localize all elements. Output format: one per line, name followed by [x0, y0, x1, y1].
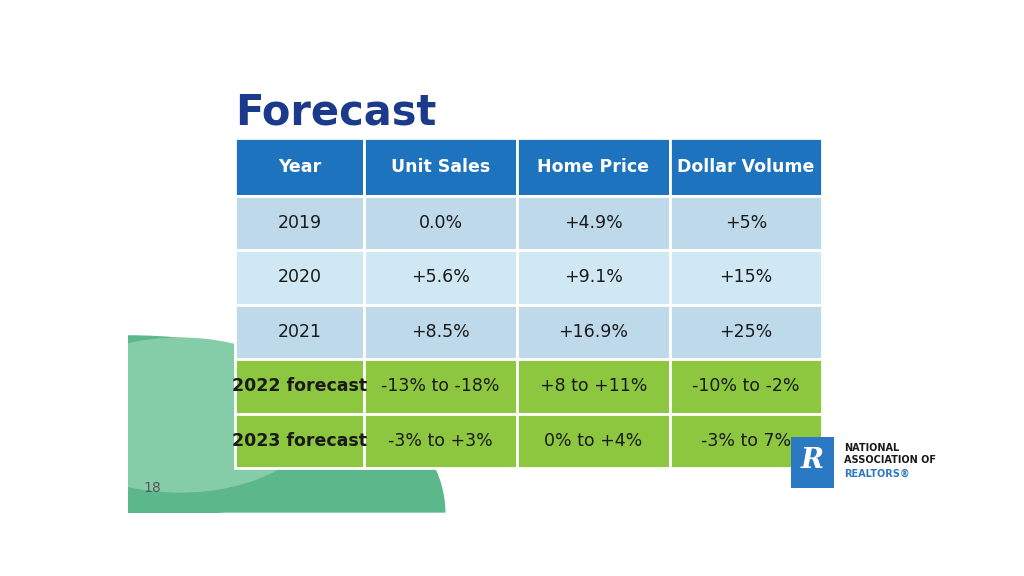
Wedge shape: [113, 366, 395, 535]
Text: ASSOCIATION OF: ASSOCIATION OF: [844, 455, 936, 465]
FancyBboxPatch shape: [670, 305, 822, 359]
Text: 2022 forecast: 2022 forecast: [232, 377, 368, 396]
Text: -13% to -18%: -13% to -18%: [381, 377, 500, 396]
FancyBboxPatch shape: [517, 195, 670, 250]
Text: +8.5%: +8.5%: [412, 323, 470, 341]
Text: 0% to +4%: 0% to +4%: [544, 432, 642, 450]
Text: 0.0%: 0.0%: [419, 214, 463, 232]
FancyBboxPatch shape: [365, 250, 517, 305]
FancyBboxPatch shape: [517, 359, 670, 414]
Text: Unit Sales: Unit Sales: [391, 158, 490, 176]
Text: -10% to -2%: -10% to -2%: [692, 377, 800, 396]
Text: 2019: 2019: [278, 214, 322, 232]
FancyBboxPatch shape: [236, 359, 365, 414]
Text: Forecast: Forecast: [236, 92, 436, 133]
FancyBboxPatch shape: [791, 437, 835, 488]
FancyBboxPatch shape: [517, 305, 670, 359]
FancyBboxPatch shape: [670, 138, 822, 195]
Text: +4.9%: +4.9%: [564, 214, 623, 232]
Text: 2021: 2021: [278, 323, 322, 341]
Text: Dollar Volume: Dollar Volume: [677, 158, 815, 176]
Text: -3% to 7%: -3% to 7%: [701, 432, 792, 450]
Text: -3% to +3%: -3% to +3%: [388, 432, 493, 450]
FancyBboxPatch shape: [236, 305, 365, 359]
Text: REALTORS®: REALTORS®: [844, 469, 909, 479]
FancyBboxPatch shape: [670, 195, 822, 250]
FancyBboxPatch shape: [517, 414, 670, 468]
FancyBboxPatch shape: [670, 414, 822, 468]
Text: +8 to +11%: +8 to +11%: [540, 377, 647, 396]
Text: NATIONAL: NATIONAL: [844, 444, 899, 453]
FancyBboxPatch shape: [236, 250, 365, 305]
Text: Year: Year: [279, 158, 322, 176]
FancyBboxPatch shape: [236, 195, 365, 250]
Circle shape: [41, 338, 318, 492]
FancyBboxPatch shape: [365, 359, 517, 414]
FancyBboxPatch shape: [670, 250, 822, 305]
FancyBboxPatch shape: [365, 414, 517, 468]
Wedge shape: [0, 335, 445, 513]
Text: +5%: +5%: [725, 214, 767, 232]
FancyBboxPatch shape: [517, 250, 670, 305]
Text: 2020: 2020: [278, 268, 322, 286]
FancyBboxPatch shape: [365, 305, 517, 359]
Text: 18: 18: [143, 481, 162, 495]
FancyBboxPatch shape: [365, 195, 517, 250]
Text: +25%: +25%: [720, 323, 773, 341]
FancyBboxPatch shape: [365, 138, 517, 195]
Text: +9.1%: +9.1%: [564, 268, 623, 286]
FancyBboxPatch shape: [517, 138, 670, 195]
Text: R: R: [801, 447, 824, 474]
Text: +15%: +15%: [720, 268, 773, 286]
FancyBboxPatch shape: [236, 138, 365, 195]
Text: 2023 forecast: 2023 forecast: [232, 432, 368, 450]
Text: Home Price: Home Price: [538, 158, 649, 176]
FancyBboxPatch shape: [236, 414, 365, 468]
FancyBboxPatch shape: [670, 359, 822, 414]
Text: +16.9%: +16.9%: [558, 323, 629, 341]
Text: +5.6%: +5.6%: [412, 268, 470, 286]
